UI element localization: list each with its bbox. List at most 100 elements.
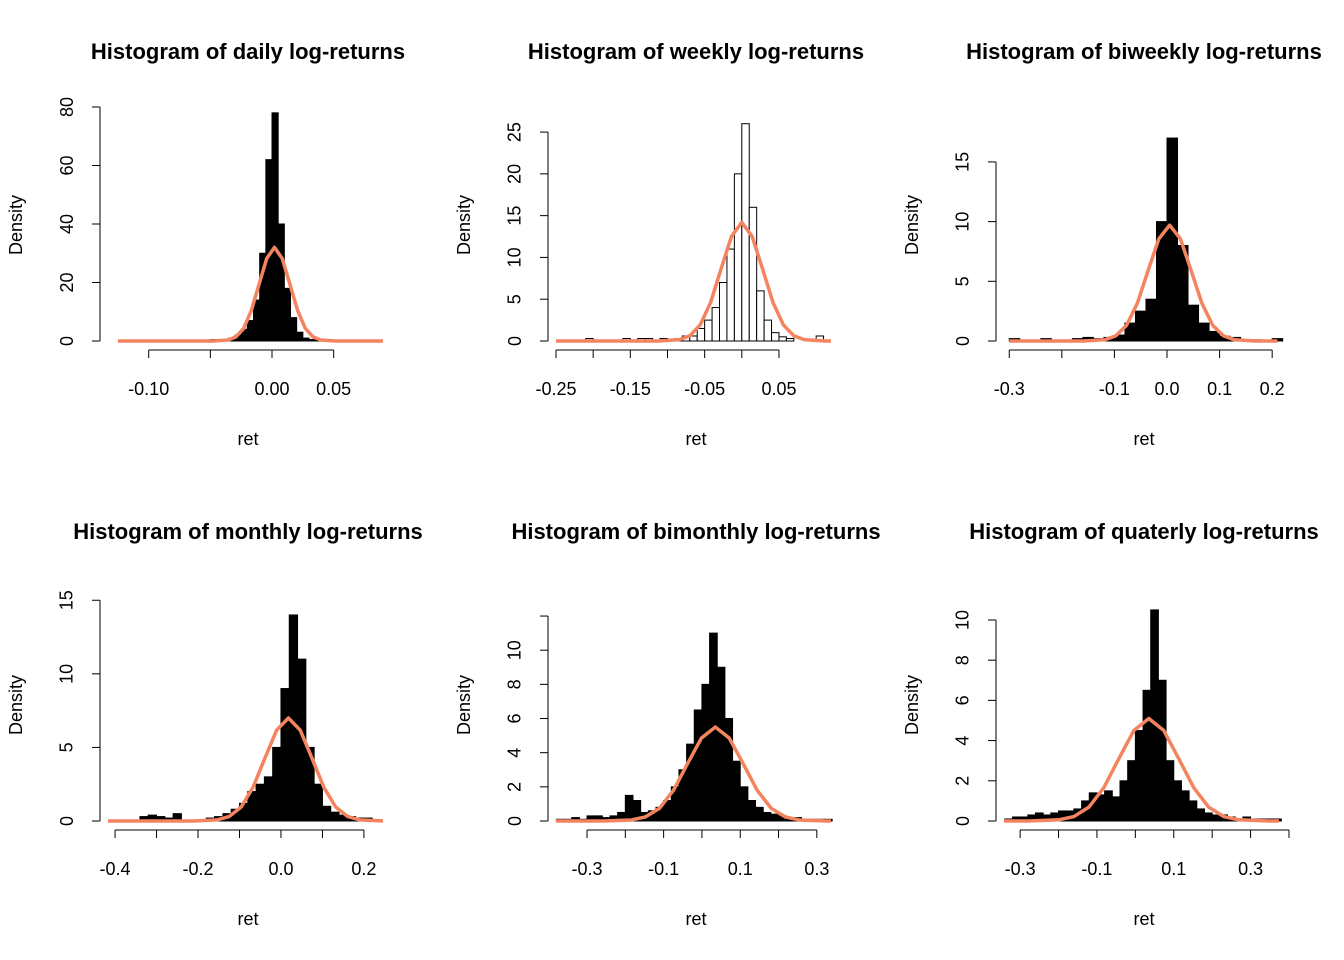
bar	[704, 319, 713, 342]
x-tick-label: 0.0	[268, 859, 293, 879]
chart-title: Histogram of biweekly log-returns	[966, 39, 1322, 64]
y-axis-label: Density	[902, 675, 922, 735]
x-tick-label: 0.05	[761, 379, 796, 399]
y-tick-label: 2	[953, 776, 973, 786]
bar	[290, 317, 298, 342]
y-tick-label: 20	[57, 272, 77, 292]
bar	[1211, 814, 1221, 822]
y-tick-label: 10	[505, 640, 525, 660]
y-tick-label: 10	[953, 610, 973, 630]
x-tick-label: 0.2	[1260, 379, 1285, 399]
bar	[330, 811, 340, 822]
density-curve	[555, 220, 832, 343]
bar	[246, 320, 255, 342]
y-tick-label: 10	[505, 247, 525, 267]
bar	[280, 688, 290, 822]
bar	[1188, 800, 1198, 822]
bar	[1196, 808, 1205, 822]
bar	[1111, 796, 1121, 822]
y-tick-label: 15	[953, 152, 973, 172]
y-axis-label: Density	[6, 195, 26, 255]
x-tick-label: -0.1	[1081, 859, 1112, 879]
bar	[1127, 760, 1136, 822]
density-curve	[555, 725, 832, 823]
chart-title: Histogram of quaterly log-returns	[969, 519, 1319, 544]
y-tick-label: 2	[505, 782, 525, 792]
y-tick-label: 5	[57, 742, 77, 752]
y-tick-label: 10	[57, 664, 77, 684]
bar	[696, 327, 706, 342]
bar	[321, 805, 332, 822]
y-axis-label: Density	[454, 675, 474, 735]
y-tick-label: 10	[953, 212, 973, 232]
bar	[1198, 322, 1210, 342]
x-axis-label: ret	[1133, 429, 1154, 449]
y-tick-label: 6	[953, 695, 973, 705]
x-tick-label: -0.15	[610, 379, 651, 399]
y-tick-label: 15	[57, 590, 77, 610]
panel: Histogram of quaterly log-returns ret Dens…	[902, 519, 1319, 929]
x-tick-label: 0.3	[1238, 859, 1263, 879]
bar	[1166, 137, 1179, 342]
x-tick-label: -0.3	[994, 379, 1025, 399]
panel: Histogram of weekly log-returns ret Densit…	[454, 39, 864, 449]
x-axis-label: ret	[1133, 909, 1154, 929]
y-tick-label: 25	[505, 122, 525, 142]
bar	[770, 813, 780, 822]
bar	[1142, 689, 1152, 822]
y-tick-label: 60	[57, 155, 77, 175]
bar	[1150, 609, 1159, 822]
bar	[719, 282, 728, 342]
x-tick-label: -0.3	[572, 859, 603, 879]
bar	[302, 337, 310, 342]
bar	[1096, 794, 1106, 822]
y-axis-label: Density	[454, 195, 474, 255]
x-tick-label: 0.1	[728, 859, 753, 879]
bar	[756, 290, 765, 342]
x-tick-label: -0.05	[684, 379, 725, 399]
density-curve	[1003, 716, 1280, 823]
x-tick-label: -0.10	[128, 379, 169, 399]
bar	[693, 709, 703, 822]
chart-title: Histogram of bimonthly log-returns	[511, 519, 880, 544]
y-tick-label: 6	[505, 714, 525, 724]
bar	[296, 331, 304, 342]
x-tick-label: 0.05	[316, 379, 351, 399]
x-axis-label: ret	[237, 909, 258, 929]
bar	[283, 287, 292, 342]
density-curve	[1009, 223, 1278, 343]
y-axis-label: Density	[902, 195, 922, 255]
x-tick-label: 0.1	[1207, 379, 1232, 399]
bar	[624, 794, 634, 822]
chart-title: Histogram of daily log-returns	[91, 39, 405, 64]
bar	[1134, 730, 1144, 822]
bar	[1119, 780, 1129, 822]
bar	[1165, 760, 1175, 822]
x-tick-label: 0.2	[351, 859, 376, 879]
x-tick-label: -0.1	[648, 859, 679, 879]
bar	[263, 776, 274, 822]
bar	[1173, 780, 1182, 822]
x-tick-label: -0.3	[1005, 859, 1036, 879]
y-tick-label: 5	[505, 294, 525, 304]
y-tick-label: 0	[505, 816, 525, 826]
x-tick-label: 0.3	[804, 859, 829, 879]
x-axis-label: ret	[237, 429, 258, 449]
panel: Histogram of monthly log-returns ret Densi…	[6, 519, 423, 929]
bar	[1203, 812, 1213, 822]
bar	[785, 337, 795, 342]
x-axis-label: ret	[685, 909, 706, 929]
y-tick-label: 4	[953, 736, 973, 746]
y-tick-label: 0	[57, 336, 77, 346]
density-curve	[117, 245, 384, 343]
x-tick-label: -0.4	[100, 859, 131, 879]
bar	[1104, 790, 1113, 822]
y-tick-label: 20	[505, 164, 525, 184]
bar	[632, 800, 642, 822]
bar	[1145, 298, 1157, 342]
bar	[732, 760, 741, 822]
bar	[748, 206, 758, 342]
x-tick-label: -0.25	[535, 379, 576, 399]
y-tick-label: 5	[953, 276, 973, 286]
